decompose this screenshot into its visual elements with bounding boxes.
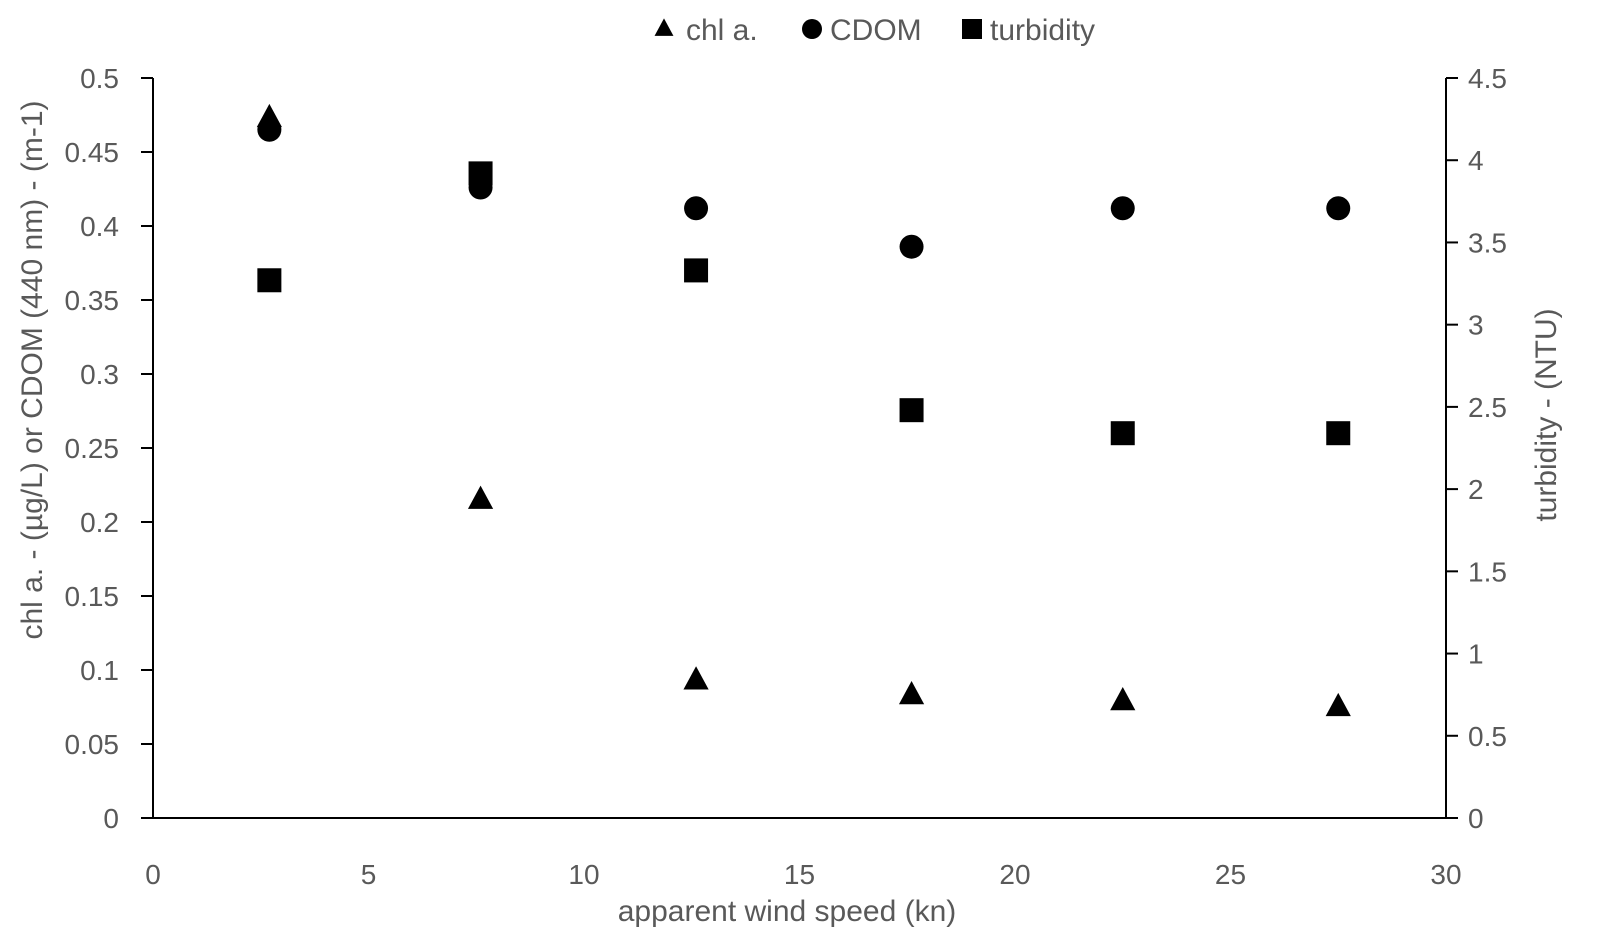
circle-point <box>1110 196 1135 221</box>
right-y-tick-label: 2.5 <box>1468 392 1507 423</box>
left-y-tick-label: 0.25 <box>65 433 120 464</box>
series-circle <box>257 117 1351 259</box>
triangle-point <box>1110 686 1136 711</box>
legend-triangle-icon <box>654 18 674 36</box>
triangle-point <box>1325 692 1351 717</box>
legend-label: turbidity <box>990 14 1095 47</box>
left-y-axis-title: chl a. - (µg/L) or CDOM (440 nm) - (m-1) <box>16 100 49 639</box>
left-y-tick-label: 0.2 <box>80 507 119 538</box>
triangle-point <box>467 485 494 509</box>
x-axis-ticks: 0 5 10 15 20 25 30 <box>145 859 1461 890</box>
legend-circle-icon <box>802 19 822 39</box>
legend: chl a. CDOM turbidity <box>654 14 1095 47</box>
right-y-tick-label: 1.5 <box>1468 556 1507 587</box>
left-y-tick-label: 0.1 <box>80 655 119 686</box>
triangle-point <box>683 666 709 690</box>
right-y-tick-label: 0.5 <box>1468 721 1507 752</box>
circle-point <box>684 196 709 221</box>
square-point <box>1110 421 1135 446</box>
legend-label: CDOM <box>830 14 922 47</box>
left-y-tick-label: 0.35 <box>65 285 120 316</box>
right-y-tick-label: 4.5 <box>1468 63 1507 94</box>
right-y-tick-label: 4 <box>1468 145 1484 176</box>
left-y-tick-label: 0 <box>103 803 119 834</box>
right-y-tick-label: 1 <box>1468 639 1484 670</box>
x-tick-label: 5 <box>361 859 377 890</box>
left-y-tick-label: 0.5 <box>80 63 119 94</box>
triangle-point <box>256 103 282 128</box>
axes <box>152 78 1447 819</box>
left-y-axis-ticks: 0 0.05 0.1 0.15 0.2 0.25 0.3 0.35 0.4 0.45 0.5 <box>65 63 153 834</box>
legend-label: chl a. <box>686 14 758 47</box>
legend-square-icon <box>962 19 982 39</box>
x-tick-label: 30 <box>1430 859 1461 890</box>
square-point <box>1326 421 1351 446</box>
square-point <box>899 398 924 423</box>
x-tick-label: 20 <box>999 859 1030 890</box>
series-square <box>257 161 1351 446</box>
square-point <box>684 258 709 283</box>
data-points <box>256 103 1351 717</box>
circle-point <box>468 175 493 200</box>
series-triangle <box>256 103 1351 717</box>
right-y-tick-label: 2 <box>1468 474 1484 505</box>
x-tick-label: 15 <box>784 859 815 890</box>
left-y-tick-label: 0.15 <box>65 581 120 612</box>
x-tick-label: 25 <box>1215 859 1246 890</box>
left-y-tick-label: 0.4 <box>80 211 119 242</box>
right-y-axis-ticks: 0 0.5 1 1.5 2 2.5 3 3.5 4 4.5 <box>1446 63 1507 834</box>
circle-point <box>899 234 924 259</box>
right-y-tick-label: 3 <box>1468 310 1484 341</box>
right-y-tick-label: 3.5 <box>1468 227 1507 258</box>
right-y-axis-title: turbidity - (NTU) <box>1530 308 1563 521</box>
right-y-tick-label: 0 <box>1468 803 1484 834</box>
left-y-tick-label: 0.05 <box>65 729 120 760</box>
left-y-tick-label: 0.45 <box>65 137 120 168</box>
x-axis-title: apparent wind speed (kn) <box>618 895 957 928</box>
left-y-tick-label: 0.3 <box>80 359 119 390</box>
x-tick-label: 0 <box>145 859 161 890</box>
x-tick-label: 10 <box>568 859 599 890</box>
circle-point <box>1326 196 1351 221</box>
square-point <box>257 268 282 293</box>
triangle-point <box>898 681 925 705</box>
